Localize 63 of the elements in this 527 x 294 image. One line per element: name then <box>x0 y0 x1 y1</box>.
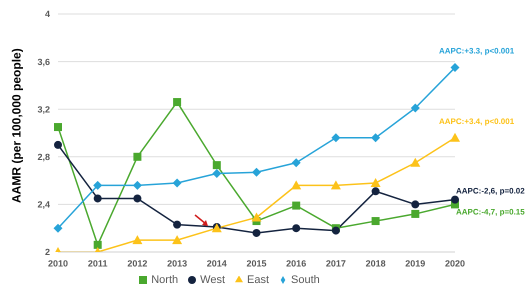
x-tick-label: 2013 <box>167 258 188 268</box>
point <box>252 168 261 177</box>
x-tick-label: 2018 <box>366 258 386 268</box>
y-tick-label: 2 <box>44 247 50 258</box>
point <box>410 104 420 113</box>
point <box>332 226 340 235</box>
annotation: AAPC:+3.4, p<0.001 <box>439 116 515 126</box>
point <box>372 217 380 226</box>
legend-label: West <box>200 274 225 286</box>
annotation: AAPC:-4,7, p=0.15 <box>456 207 526 216</box>
legend-label: South <box>291 274 320 286</box>
y-tick-label: 2,4 <box>37 200 50 210</box>
y-axis-title: AAMR (per 100,000 people) <box>9 48 24 203</box>
point <box>172 178 182 188</box>
y-tick-label: 3,2 <box>37 104 50 114</box>
point <box>450 132 460 142</box>
point <box>331 133 340 142</box>
y-tick-label: 4 <box>44 9 50 20</box>
point <box>451 196 459 204</box>
point <box>172 235 182 244</box>
y-tick-label: 3,6 <box>37 56 50 67</box>
point <box>132 235 142 244</box>
x-tick-label: 2010 <box>48 258 68 268</box>
point <box>212 168 222 178</box>
x-tick-label: 2012 <box>127 258 148 268</box>
point <box>93 180 102 190</box>
x-tick-label: 2014 <box>206 258 227 268</box>
point <box>291 180 302 190</box>
point <box>173 220 182 229</box>
x-tick-label: 2019 <box>405 258 426 268</box>
legend-label: East <box>247 274 270 286</box>
point <box>370 178 381 187</box>
point <box>371 133 380 142</box>
point <box>292 202 300 210</box>
point <box>132 180 142 190</box>
point <box>292 224 300 232</box>
point <box>292 158 301 168</box>
point <box>252 228 260 237</box>
point <box>54 123 62 132</box>
point <box>94 240 102 249</box>
point <box>410 158 420 167</box>
point <box>173 98 182 106</box>
point <box>372 187 380 196</box>
point <box>411 210 420 218</box>
point <box>54 224 62 233</box>
point <box>54 140 62 149</box>
x-tick-label: 2020 <box>444 258 466 268</box>
x-tick-label: 2015 <box>246 258 267 268</box>
point <box>133 194 142 202</box>
y-tick-label: 2,8 <box>37 152 50 162</box>
x-tick-label: 2016 <box>286 258 306 268</box>
point <box>411 200 420 208</box>
point <box>94 194 102 202</box>
annotation: AAPC:-2,6, p=0.02 <box>456 186 526 196</box>
point <box>450 63 460 72</box>
point <box>330 180 341 190</box>
point <box>212 161 221 170</box>
annotation: AAPC:+3.3, p<0.001 <box>439 46 515 56</box>
point <box>252 212 262 222</box>
point <box>133 152 142 161</box>
legend-label: North <box>151 274 178 286</box>
x-tick-label: 2011 <box>88 258 108 268</box>
x-tick-label: 2017 <box>326 258 346 268</box>
